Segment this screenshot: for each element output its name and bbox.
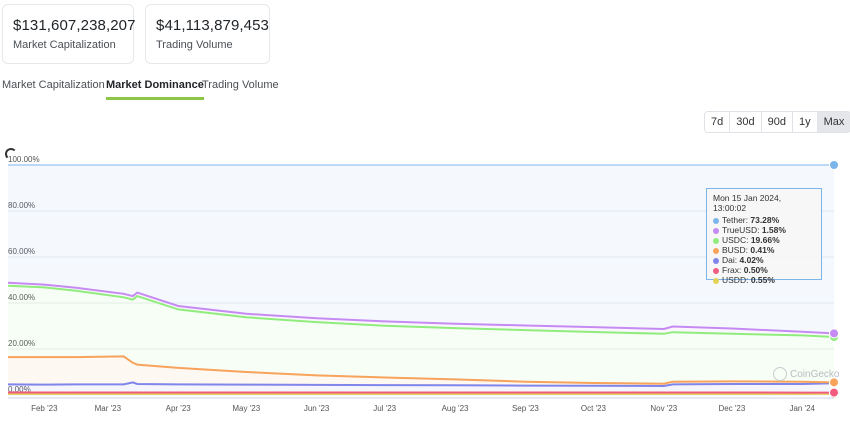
tooltip-series-name: USDC: — [722, 235, 751, 245]
trading-volume-label: Trading Volume — [156, 39, 233, 51]
range-90d-button[interactable]: 90d — [761, 112, 793, 132]
tooltip-row: USDD: 0.55% — [713, 275, 815, 285]
time-range-selector: 7d 30d 90d 1y Max — [704, 111, 850, 133]
x-tick-label: Aug '23 — [442, 404, 469, 413]
coingecko-watermark: CoinGecko — [773, 367, 839, 381]
series-end-marker-frax — [829, 387, 839, 398]
series-area-tether — [8, 165, 834, 334]
x-tick-label: Jan '24 — [789, 404, 815, 413]
series-line-busd — [8, 355, 835, 385]
tab-market-capitalization[interactable]: Market Capitalization — [2, 79, 105, 91]
tooltip-row: USDC: 19.66% — [713, 235, 815, 245]
series-end-marker-trueusd — [829, 328, 839, 339]
tooltip-row: BUSD: 0.41% — [713, 245, 815, 255]
tooltip-series-name: TrueUSD: — [722, 225, 762, 235]
tab-trading-volume[interactable]: Trading Volume — [202, 79, 279, 91]
legend-dot-icon — [713, 217, 719, 224]
series-line-trueusd — [7, 281, 835, 335]
x-tick-label: Mar '23 — [95, 404, 122, 413]
tab-market-dominance[interactable]: Market Dominance — [106, 79, 204, 100]
tooltip-series-value: 19.66% — [750, 235, 780, 245]
trading-volume-value: $41,113,879,453 — [156, 17, 269, 34]
coingecko-logo-icon — [773, 367, 787, 381]
series-end-marker-tether — [829, 160, 839, 170]
tooltip-series-value: 4.02% — [739, 255, 764, 265]
y-tick-label: 60.00% — [8, 247, 35, 256]
y-tick-label: 100.00% — [8, 155, 40, 164]
tooltip-title: Mon 15 Jan 2024, 13:00:02 — [713, 193, 782, 213]
x-tick-label: Dec '23 — [718, 404, 745, 413]
x-tick-label: May '23 — [232, 404, 260, 413]
trading-volume-card: $41,113,879,453 Trading Volume — [145, 4, 270, 64]
tooltip-series-name: Dai: — [722, 255, 740, 265]
tooltip-series-value: 0.55% — [750, 275, 775, 285]
tooltip-series-name: BUSD: — [722, 245, 751, 255]
x-tick-label: Feb '23 — [31, 404, 58, 413]
legend-dot-icon — [713, 267, 719, 274]
tooltip-series-value: 1.58% — [761, 225, 786, 235]
legend-dot-icon — [713, 227, 719, 234]
watermark-text: CoinGecko — [790, 368, 840, 380]
legend-dot-icon — [713, 237, 719, 244]
series-line-usdc — [7, 284, 835, 338]
legend-dot-icon — [713, 247, 719, 254]
market-dominance-chart: 0.00% 20.00% 40.00% 60.00% 80.00% 100.00% Feb … — [7, 155, 839, 413]
series-line-dai — [7, 381, 835, 388]
market-cap-card: $131,607,238,207 Market Capitalization — [2, 4, 136, 64]
tooltip-row: Dai: 4.02% — [713, 255, 815, 265]
x-tick-label: Apr '23 — [166, 404, 192, 413]
tooltip-series-name: Tether: — [722, 215, 751, 225]
tooltip-series-value: 0.50% — [743, 265, 768, 275]
series-area-usdc — [8, 285, 834, 384]
tooltip-row: Tether: 73.28% — [713, 215, 815, 225]
market-cap-label: Market Capitalization — [13, 39, 116, 51]
tooltip-series-name: USDD: — [722, 275, 751, 285]
chart-tooltip: Mon 15 Jan 2024, 13:00:02 Tether: 73.28%… — [706, 188, 822, 285]
tooltip-row: Frax: 0.50% — [713, 265, 815, 275]
y-tick-label: 40.00% — [8, 293, 35, 302]
y-tick-label: 80.00% — [8, 201, 35, 210]
market-cap-value: $131,607,238,207 — [13, 17, 136, 34]
series-end-marker-busd — [829, 377, 839, 388]
y-tick-label: 20.00% — [8, 339, 35, 348]
tooltip-row: TrueUSD: 1.58% — [713, 225, 815, 235]
x-tick-label: Jun '23 — [304, 404, 330, 413]
x-tick-label: Oct '23 — [581, 404, 607, 413]
range-7d-button[interactable]: 7d — [705, 112, 731, 132]
legend-dot-icon — [713, 257, 719, 264]
tooltip-series-name: Frax: — [722, 265, 744, 275]
loading-spinner-icon — [5, 148, 17, 160]
tooltip-series-value: 0.41% — [750, 245, 775, 255]
range-30d-button[interactable]: 30d — [730, 112, 762, 132]
tooltip-series-value: 73.28% — [750, 215, 780, 225]
range-1y-button[interactable]: 1y — [792, 112, 818, 132]
series-area-busd — [8, 356, 834, 386]
y-tick-label: 0.00% — [8, 385, 31, 394]
legend-dot-icon — [713, 277, 719, 284]
x-tick-label: Jul '23 — [373, 404, 396, 413]
range-max-button[interactable]: Max — [817, 112, 850, 132]
x-tick-label: Nov '23 — [650, 404, 677, 413]
x-tick-label: Sep '23 — [512, 404, 539, 413]
